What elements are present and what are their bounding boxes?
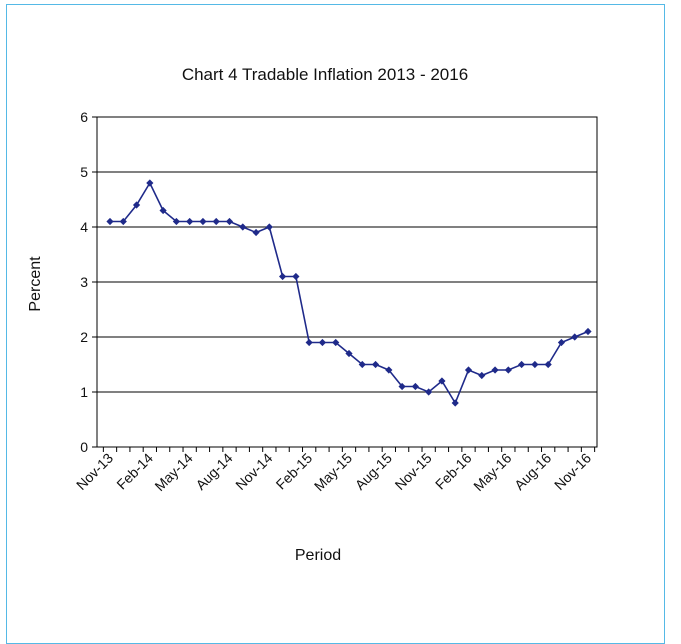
data-point-Dec-13 (119, 217, 127, 226)
data-point-Sep-15 (398, 382, 406, 391)
data-point-Jan-14 (132, 201, 141, 209)
x-tick-label-May-16: May-16 (470, 450, 514, 494)
data-point-May-14 (186, 217, 194, 226)
x-tick-label-Aug-14: Aug-14 (192, 450, 235, 493)
chart-title: Chart 4 Tradable Inflation 2013 - 2016 (182, 65, 468, 84)
y-tick-label-3: 3 (80, 274, 88, 290)
x-tick-label-May-14: May-14 (151, 450, 195, 494)
x-tick-label-May-15: May-15 (311, 450, 355, 494)
data-point-Apr-16 (491, 366, 499, 374)
data-point-Aug-14 (225, 217, 234, 226)
data-point-Mar-15 (318, 338, 327, 347)
x-tick-label-Nov-15: Nov-15 (392, 450, 435, 493)
x-tick-label-Nov-16: Nov-16 (551, 450, 594, 493)
data-point-Aug-15 (385, 366, 393, 374)
data-point-Apr-14 (172, 217, 180, 226)
data-point-Aug-16 (544, 360, 552, 369)
data-point-May-16 (504, 366, 512, 374)
data-point-Oct-15 (411, 382, 419, 391)
data-point-Nov-16 (584, 327, 592, 336)
data-point-Nov-15 (425, 388, 433, 396)
x-tick-label-Aug-16: Aug-16 (511, 450, 554, 493)
data-point-Apr-15 (332, 338, 340, 347)
x-axis-label: Period (295, 547, 341, 564)
data-point-Jul-16 (531, 360, 539, 369)
data-point-Nov-13 (106, 217, 114, 226)
data-point-Feb-14 (146, 179, 154, 187)
data-point-Jun-15 (358, 360, 366, 369)
x-tick-label-Aug-15: Aug-15 (352, 450, 395, 493)
data-point-Sep-14 (239, 223, 247, 231)
x-tick-label-Nov-13: Nov-13 (73, 450, 116, 493)
data-point-May-15 (345, 349, 353, 358)
x-tick-label-Feb-16: Feb-16 (432, 450, 475, 493)
plot-area: 0123456Nov-13Feb-14May-14Aug-14Nov-14Feb… (73, 109, 598, 494)
data-point-Nov-14 (265, 223, 273, 231)
data-point-Mar-14 (159, 206, 167, 215)
data-point-Feb-15 (305, 338, 313, 347)
x-tick-label-Nov-14: Nov-14 (232, 450, 275, 493)
data-point-Jan-16 (451, 399, 459, 407)
data-point-Dec-14 (279, 272, 287, 281)
data-point-Feb-16 (464, 366, 473, 374)
data-point-Jun-16 (518, 360, 526, 369)
data-point-Jun-14 (199, 217, 207, 226)
series-line-0 (110, 181, 589, 405)
y-tick-label-4: 4 (80, 219, 88, 235)
y-tick-label-1: 1 (80, 384, 88, 400)
data-point-Jul-15 (371, 360, 380, 369)
data-point-Oct-14 (252, 228, 260, 237)
y-tick-label-5: 5 (80, 164, 88, 180)
data-point-Jul-14 (212, 217, 220, 226)
chart-frame (6, 4, 665, 644)
y-tick-label-6: 6 (80, 109, 88, 125)
y-tick-label-0: 0 (80, 439, 88, 455)
data-point-Sep-16 (557, 338, 566, 347)
x-tick-label-Feb-14: Feb-14 (113, 450, 156, 493)
data-point-Dec-15 (438, 377, 446, 385)
data-point-Jan-15 (292, 272, 300, 281)
data-point-Oct-16 (571, 333, 579, 341)
x-tick-label-Feb-15: Feb-15 (273, 450, 316, 493)
y-axis-label: Percent (27, 256, 44, 312)
data-point-Mar-16 (478, 371, 486, 380)
y-tick-label-2: 2 (80, 329, 88, 345)
